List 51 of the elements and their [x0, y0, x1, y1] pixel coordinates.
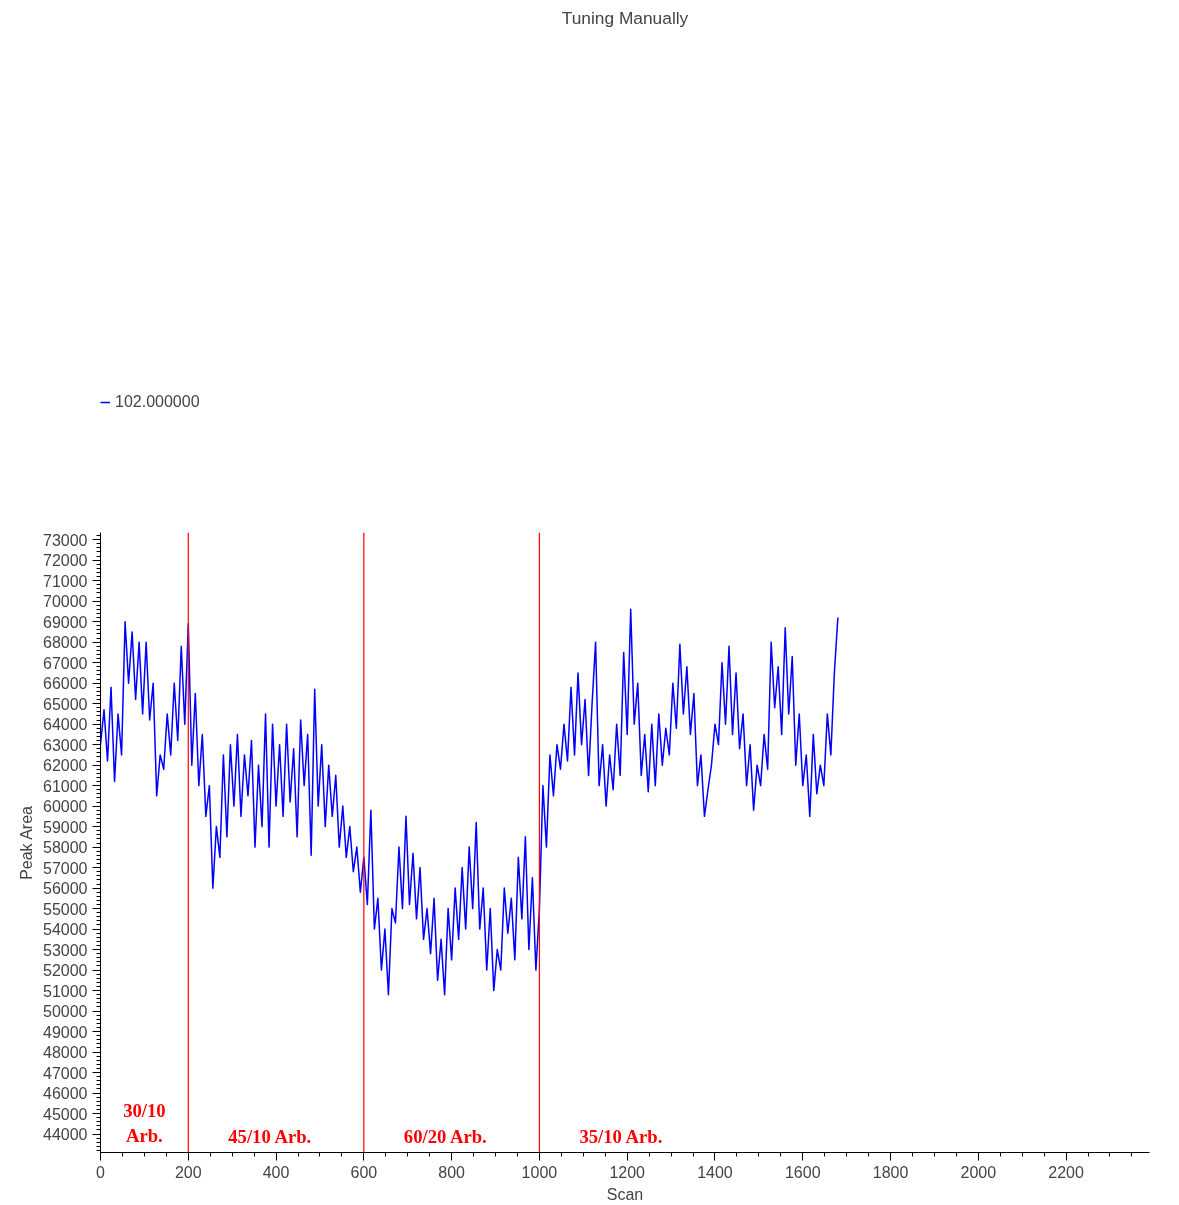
- y-tick-label: 72000: [43, 552, 88, 570]
- x-tick-label: 1800: [872, 1163, 909, 1181]
- chart-title: Tuning Manually: [561, 7, 689, 28]
- x-tick-label: 2200: [1048, 1163, 1085, 1181]
- y-tick-label: 63000: [43, 736, 88, 754]
- y-tick-label: 47000: [43, 1064, 88, 1082]
- y-tick-label: 56000: [43, 880, 88, 898]
- y-tick-label: 65000: [43, 695, 88, 713]
- x-tick-label: 1600: [784, 1163, 821, 1181]
- x-axis-title: Scan: [606, 1185, 644, 1203]
- x-tick-label: 0: [96, 1163, 106, 1181]
- y-tick-label: 66000: [43, 675, 88, 693]
- x-tick-label: 1200: [609, 1163, 646, 1181]
- y-tick-label: 54000: [43, 921, 88, 939]
- y-tick-label: 50000: [43, 1003, 88, 1021]
- annotation: 45/10 Arb.: [228, 1125, 312, 1147]
- y-tick-label: 59000: [43, 818, 88, 836]
- y-tick-label: 53000: [43, 941, 88, 959]
- y-tick-label: 70000: [43, 593, 88, 611]
- annotation: 60/20 Arb.: [403, 1125, 487, 1147]
- y-tick-label: 46000: [43, 1085, 88, 1103]
- y-tick-label: 48000: [43, 1044, 88, 1062]
- y-tick-label: 55000: [43, 900, 88, 918]
- y-tick-label: 68000: [43, 634, 88, 652]
- legend-label: 102.000000: [115, 393, 200, 411]
- y-tick-label: 73000: [43, 531, 88, 549]
- y-tick-label: 61000: [43, 777, 88, 795]
- y-tick-label: 52000: [43, 962, 88, 980]
- y-tick-label: 57000: [43, 859, 88, 877]
- x-tick-label: 800: [438, 1163, 466, 1181]
- x-tick-label: 200: [174, 1163, 202, 1181]
- x-tick-label: 1000: [521, 1163, 558, 1181]
- y-tick-label: 51000: [43, 982, 88, 1000]
- y-tick-label: 44000: [43, 1126, 88, 1144]
- x-tick-label: 2000: [960, 1163, 997, 1181]
- y-tick-label: 69000: [43, 613, 88, 631]
- y-tick-label: 45000: [43, 1105, 88, 1123]
- x-tick-label: 1400: [697, 1163, 733, 1181]
- y-tick-label: 67000: [43, 654, 88, 672]
- y-tick-label: 58000: [43, 839, 88, 857]
- annotation: 30/10 Arb.: [123, 1100, 166, 1147]
- y-axis-title: Peak Area: [18, 805, 36, 880]
- x-tick-label: 400: [262, 1163, 290, 1181]
- y-tick-label: 49000: [43, 1023, 88, 1041]
- y-tick-label: 60000: [43, 798, 88, 816]
- line-series: [100, 608, 839, 996]
- y-tick-label: 62000: [43, 757, 88, 775]
- annotation: 35/10 Arb.: [579, 1125, 663, 1147]
- x-tick-label: 600: [350, 1163, 378, 1181]
- y-tick-label: 71000: [43, 572, 88, 590]
- y-tick-label: 64000: [43, 716, 88, 734]
